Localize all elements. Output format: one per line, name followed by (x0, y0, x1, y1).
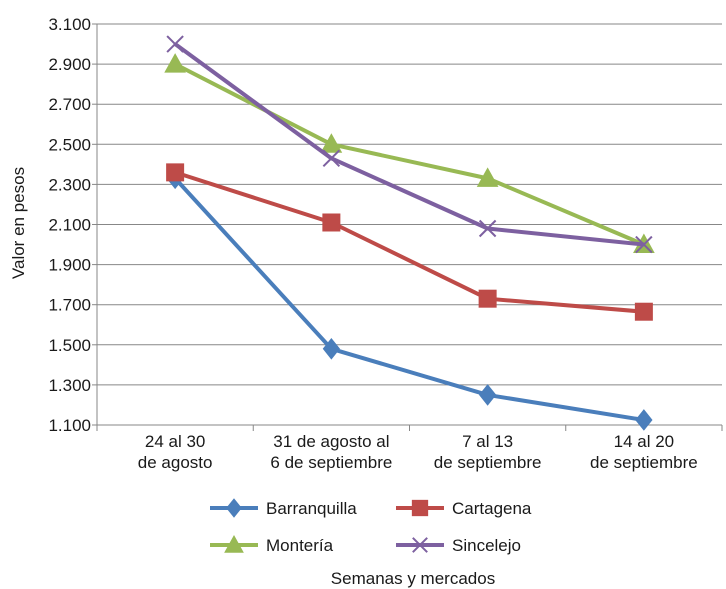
y-tick-label: 3.100 (48, 15, 91, 34)
x-stroke (412, 537, 428, 553)
data-point-diamond (226, 498, 242, 518)
y-tick-label: 1.900 (48, 256, 91, 275)
y-tick-label: 2.100 (48, 216, 91, 235)
y-tick-label: 1.100 (48, 416, 91, 435)
y-tick-label: 2.500 (48, 135, 91, 154)
legend-item: Cartagena (396, 499, 532, 518)
legend: Barranquilla Cartagena Montería Sincelejo (210, 498, 532, 555)
data-point-x (412, 537, 428, 553)
data-point-square (478, 289, 497, 308)
data-point-triangle (164, 53, 186, 73)
series-sincelejo (166, 35, 653, 254)
x-tick-label: 31 de agosto al 6 de septiembre (270, 432, 392, 472)
data-point-square (322, 213, 341, 232)
x-axis-label: Semanas y mercados (331, 569, 495, 588)
series-barranquilla (166, 167, 653, 431)
series-montería (164, 53, 655, 254)
y-tick-label: 1.500 (48, 336, 91, 355)
y-axis-label: Valor en pesos (9, 167, 28, 279)
data-point-x (166, 35, 184, 53)
data-point-x (322, 149, 341, 168)
legend-item: Sincelejo (396, 536, 521, 555)
y-tick-label: 2.700 (48, 95, 91, 114)
gridlines (97, 23, 722, 426)
x-stroke (322, 149, 341, 168)
legend-label: Barranquilla (266, 499, 357, 518)
data-point-triangle (476, 167, 499, 187)
data-point-diamond (322, 338, 341, 360)
x-stroke (478, 219, 497, 238)
x-stroke (166, 35, 184, 53)
data-point-square (634, 302, 653, 321)
x-stroke (635, 235, 653, 254)
legend-label: Cartagena (452, 499, 532, 518)
y-tick-label: 2.300 (48, 175, 91, 194)
series-layer (164, 35, 655, 431)
y-tick-label: 1.300 (48, 376, 91, 395)
series-cartagena (166, 163, 653, 321)
data-point-diamond (478, 384, 497, 406)
series-line (174, 170, 645, 314)
x-tick-label: 7 al 13 de septiembre (434, 432, 542, 472)
legend-label: Sincelejo (452, 536, 521, 555)
x-tick-label: 24 al 30 de agosto (138, 432, 213, 472)
x-tick-label: 14 al 20 de septiembre (590, 432, 698, 472)
data-point-diamond (635, 409, 653, 431)
axes (92, 23, 723, 431)
legend-item: Barranquilla (210, 498, 357, 518)
legend-label: Montería (266, 536, 334, 555)
data-point-square (166, 163, 185, 182)
series-line (173, 177, 645, 422)
y-tick-label: 2.900 (48, 55, 91, 74)
series-line (174, 62, 645, 247)
data-point-x (478, 219, 497, 238)
legend-item: Montería (210, 534, 334, 555)
y-tick-labels: 1.100 1.300 1.500 1.700 1.900 2.100 2.300 2.500… (48, 15, 91, 435)
y-tick-label: 1.700 (48, 296, 91, 315)
series-line (173, 42, 645, 247)
x-tick-labels: 24 al 30 de agosto 31 de agosto al 6 de sep… (138, 432, 698, 472)
data-point-square (411, 499, 429, 517)
data-point-triangle (224, 534, 244, 553)
data-point-x (635, 235, 653, 254)
data-point-triangle (320, 133, 343, 153)
